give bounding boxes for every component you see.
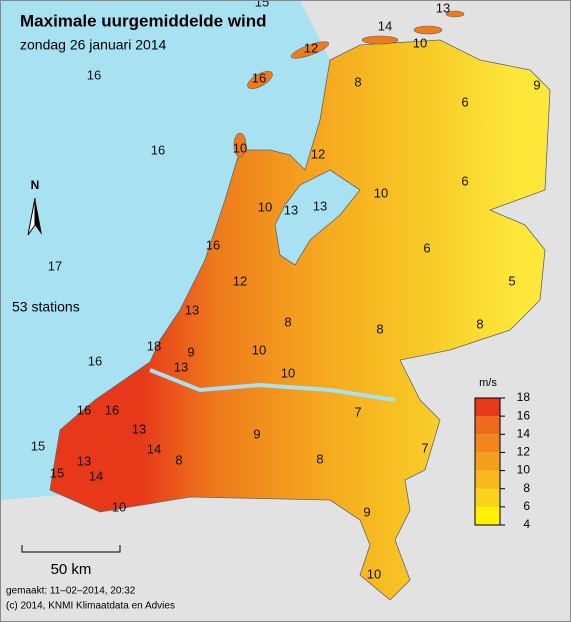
netherlands — [49, 39, 551, 601]
station-value: 10 — [413, 35, 427, 50]
station-value: 12 — [233, 273, 247, 288]
station-value: 16 — [252, 70, 266, 85]
legend-tick-label: 16 — [517, 408, 531, 422]
station-value: 13 — [185, 302, 199, 317]
legend-tick-label: 8 — [523, 481, 530, 495]
station-value: 8 — [376, 321, 383, 336]
north-arrow: N — [27, 178, 42, 236]
ijsselmeer — [274, 169, 361, 266]
legend-tick-label: 6 — [523, 499, 530, 513]
station-value: 8 — [175, 452, 182, 467]
station-value: 8 — [476, 316, 483, 331]
station-value: 12 — [311, 146, 325, 161]
legend-tick-label: 4 — [523, 517, 530, 531]
north-label: N — [31, 178, 40, 192]
station-value: 15 — [31, 438, 45, 453]
station-value: 16 — [151, 142, 165, 157]
legend-tick-label: 10 — [517, 463, 531, 477]
title: Maximale uurgemiddelde wind — [20, 11, 267, 30]
legend-band — [475, 452, 500, 471]
station-value: 14 — [147, 441, 161, 456]
station-value: 14 — [378, 18, 392, 33]
station-value: 13 — [174, 359, 188, 374]
station-value: 16 — [105, 402, 119, 417]
station-value: 6 — [461, 94, 468, 109]
legend-tick-label: 12 — [517, 445, 531, 459]
legend-tick-label: 14 — [517, 426, 531, 440]
station-value: 8 — [316, 451, 323, 466]
station-value: 9 — [363, 504, 370, 519]
station-value: 13 — [132, 421, 146, 436]
legend-band — [475, 416, 500, 435]
station-value: 7 — [354, 404, 361, 419]
legend: 4 6 8 10 12 14 16 18 — [474, 390, 531, 531]
legend-unit: m/s — [479, 377, 497, 389]
station-value: 15 — [50, 465, 64, 480]
station-value: 6 — [423, 240, 430, 255]
station-value: 10 — [252, 342, 266, 357]
station-value: 10 — [374, 185, 388, 200]
station-value: 13 — [77, 453, 91, 468]
wadden-islands — [233, 10, 465, 158]
scale-bar: 50 km — [21, 545, 121, 578]
station-value: 9 — [253, 426, 260, 441]
station-value: 6 — [461, 173, 468, 188]
legend-frame — [474, 397, 501, 526]
legend-band — [475, 488, 500, 507]
station-value: 10 — [367, 566, 381, 581]
station-value: 10 — [233, 140, 247, 155]
legend-band — [475, 434, 500, 453]
station-value: 16 — [77, 402, 91, 417]
station-value: 9 — [187, 344, 194, 359]
station-value: 10 — [281, 365, 295, 380]
station-value: 13 — [436, 0, 450, 15]
made-date: gemaakt: 11–02–2014, 20:32 — [6, 586, 136, 597]
subtitle: zondag 26 januari 2014 — [20, 37, 167, 53]
station-value: 10 — [258, 199, 272, 214]
station-value: 12 — [304, 40, 318, 55]
legend-band — [475, 398, 500, 417]
legend-tick-label: 18 — [517, 390, 531, 404]
station-value: 8 — [284, 314, 291, 329]
station-value: 15 — [255, 0, 269, 9]
copyright: (c) 2014, KNMI Klimaatdata en Advies — [6, 601, 175, 612]
station-value: 5 — [508, 273, 515, 288]
station-value: 16 — [87, 67, 101, 82]
station-value: 14 — [89, 468, 103, 483]
legend-band — [475, 470, 500, 489]
station-value: 17 — [48, 258, 62, 273]
legend-band — [475, 506, 500, 525]
scale-label: 50 km — [51, 561, 92, 578]
station-value: 9 — [533, 77, 540, 92]
station-value: 16 — [206, 237, 220, 252]
rivers — [149, 368, 396, 402]
station-value: 13 — [284, 202, 298, 217]
station-value: 7 — [421, 440, 428, 455]
station-value: 10 — [112, 499, 126, 514]
station-value: 13 — [313, 198, 327, 213]
station-value: 18 — [147, 338, 161, 353]
station-count: 53 stations — [12, 299, 80, 315]
station-value: 16 — [88, 353, 102, 368]
station-value: 8 — [354, 74, 361, 89]
